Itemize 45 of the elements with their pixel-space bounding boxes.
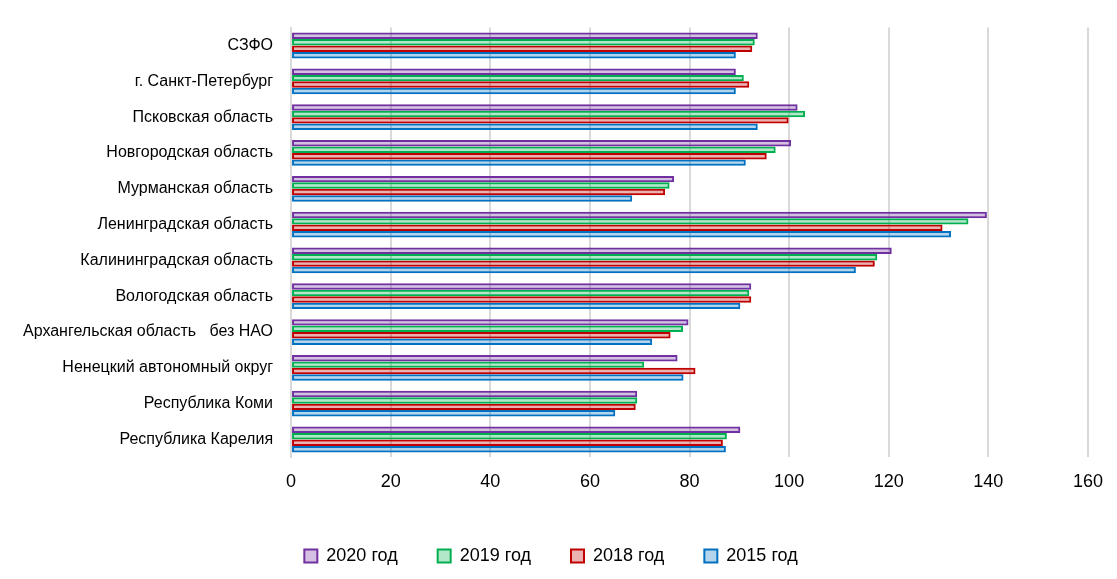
bar [292,182,670,189]
y-tick-label: Ненецкий автономный округ [62,358,274,376]
y-tick-label: Псковская область [132,107,274,125]
bar [292,361,645,368]
bar [292,117,789,124]
y-tick-label: Новгородская область [106,143,274,161]
bar [292,338,653,345]
bar [292,374,684,381]
x-tick-label: 60 [579,471,600,492]
y-tick-label: Республика Карелия [119,429,274,447]
bar [292,283,752,290]
bar [292,104,798,111]
x-tick-label: 20 [380,471,401,492]
legend-label: 2018 год [593,544,665,565]
bar [292,410,616,417]
x-tick-label: 120 [873,471,904,492]
bar [292,319,689,326]
x-tick-label: 160 [1072,471,1104,492]
bar [292,296,752,303]
bar [292,218,969,225]
legend-label: 2019 год [459,544,532,565]
y-tick-label: Республика Коми [143,394,274,412]
x-tick-label: 100 [774,471,805,492]
x-tick-label: 140 [973,471,1004,492]
bar [292,159,746,166]
y-tick-label: Вологодская область [115,286,274,304]
y-tick-label: Архангельская область без НАО [22,322,274,340]
x-tick-label: 80 [679,471,700,492]
bar [292,140,792,147]
legend-label: 2020 год [326,544,399,565]
y-tick-label: Мурманская область [117,179,274,197]
bar [292,439,723,446]
y-tick-label: Калининградская область [80,250,274,268]
bar [292,195,633,202]
bar [292,397,638,404]
x-tick-label: 0 [286,471,297,492]
y-tick-label: г. Санкт-Петербург [134,71,274,89]
y-tick-label: СЗФО [227,35,274,53]
bar [292,68,736,75]
bar [292,39,755,46]
x-tick-label: 40 [480,471,501,492]
y-tick-label: Ленинградская область [97,215,274,232]
bar [292,81,750,88]
bar [292,260,875,267]
legend-label: 2015 год [726,544,799,565]
